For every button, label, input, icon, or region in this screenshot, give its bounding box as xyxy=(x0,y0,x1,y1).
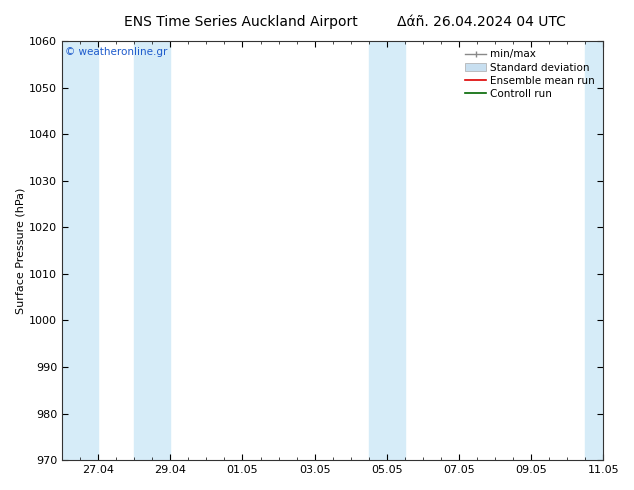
Bar xyxy=(134,41,171,460)
Text: ENS Time Series Auckland Airport: ENS Time Series Auckland Airport xyxy=(124,15,358,29)
Bar xyxy=(62,41,98,460)
Legend: min/max, Standard deviation, Ensemble mean run, Controll run: min/max, Standard deviation, Ensemble me… xyxy=(462,46,598,102)
Text: Δάñ. 26.04.2024 04 UTC: Δάñ. 26.04.2024 04 UTC xyxy=(398,15,566,29)
Bar xyxy=(585,41,603,460)
Y-axis label: Surface Pressure (hPa): Surface Pressure (hPa) xyxy=(15,187,25,314)
Text: © weatheronline.gr: © weatheronline.gr xyxy=(65,48,167,57)
Bar xyxy=(369,41,404,460)
